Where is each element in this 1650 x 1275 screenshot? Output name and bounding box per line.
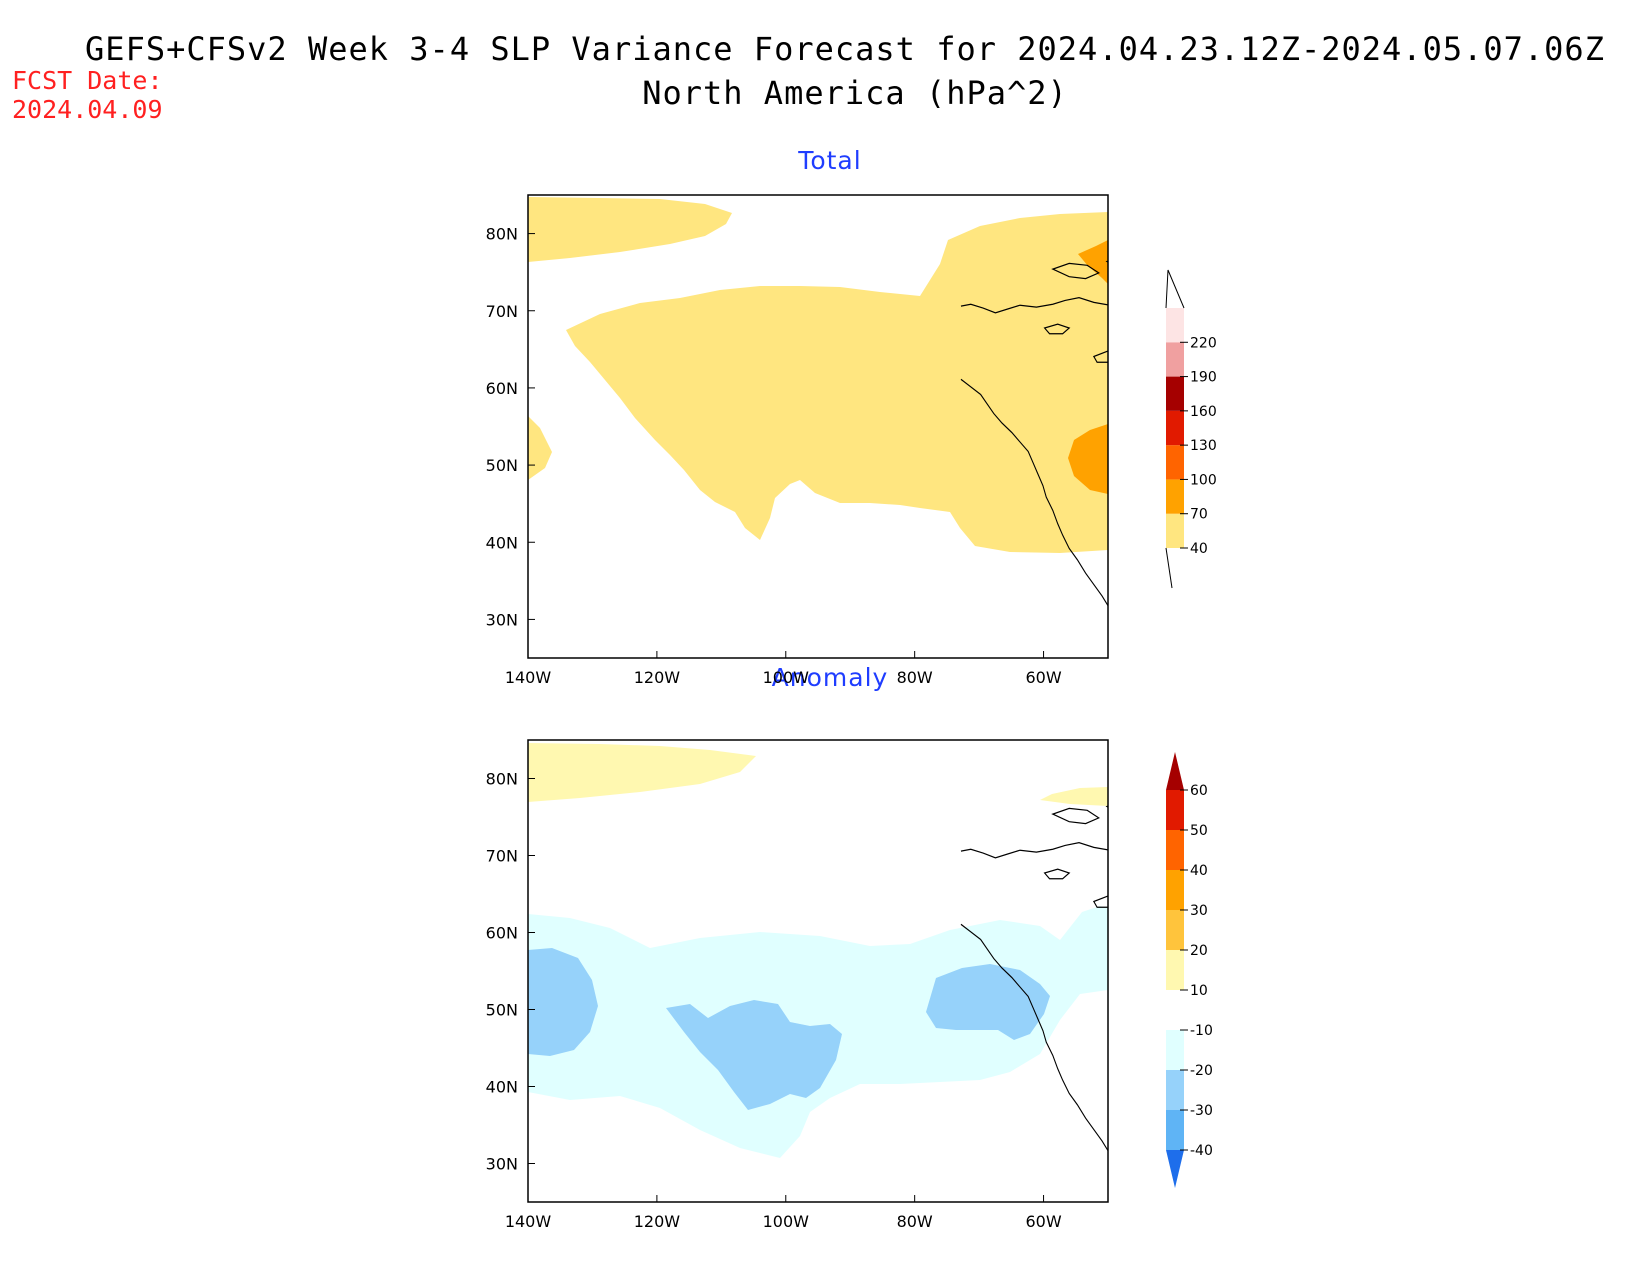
total-shade-70-atlantic bbox=[1068, 424, 1108, 494]
total-lat-tick-label: 50N bbox=[486, 456, 518, 475]
anomaly-colorbar-segment bbox=[1166, 790, 1184, 830]
anomaly-lat-tick-label: 60N bbox=[486, 924, 518, 943]
anomaly-colorbar: 60 50 40 30 20 10 -10 -20 -30 -40 bbox=[1166, 752, 1213, 1188]
total-colorbar-label: 190 bbox=[1190, 370, 1217, 386]
total-lon-tick-label: 80W bbox=[897, 668, 933, 687]
total-lon-tick-label: 100W bbox=[763, 668, 810, 687]
total-shade-40-canada bbox=[566, 212, 1108, 553]
total-lon-tick-label: 60W bbox=[1025, 668, 1061, 687]
anomaly-colorbar-label: 20 bbox=[1190, 943, 1208, 959]
total-lon-tick-label: 140W bbox=[505, 668, 552, 687]
anomaly-colorbar-segment bbox=[1166, 950, 1184, 990]
anomaly-colorbar-segment bbox=[1166, 870, 1184, 910]
total-colorbar-segment bbox=[1166, 445, 1184, 480]
panel-title-total: Total bbox=[798, 146, 862, 175]
total-colorbar-label: 70 bbox=[1190, 507, 1208, 523]
panel-title-anomaly: Anomaly bbox=[771, 663, 889, 692]
anomaly-colorbar-label: 60 bbox=[1190, 783, 1208, 799]
anomaly-plot-frame bbox=[527, 739, 1109, 1203]
total-colorbar-segment bbox=[1166, 513, 1184, 548]
anomaly-lon-tick-label: 140W bbox=[505, 1212, 552, 1231]
total-colorbar-segment bbox=[1166, 308, 1184, 343]
total-lat-tick-label: 70N bbox=[486, 302, 518, 321]
total-colorbar-top-arrow bbox=[1165, 269, 1185, 309]
total-colorbar-segment bbox=[1166, 376, 1184, 411]
anomaly-colorbar-segment bbox=[1166, 830, 1184, 870]
total-colorbar-segment bbox=[1166, 342, 1184, 377]
map-title-line2: North America (hPa^2) bbox=[642, 74, 1068, 112]
anomaly-lon-tick-label: 80W bbox=[897, 1212, 933, 1231]
anomaly-lat-tick-label: 80N bbox=[486, 770, 518, 789]
total-lat-tick-label: 60N bbox=[486, 379, 518, 398]
total-axes: 80N 70N 60N 50N 40N 30N 140W 120W 100W 80W 60W bbox=[486, 225, 1062, 687]
anomaly-shade-minus20-plains bbox=[666, 1000, 842, 1110]
map-title-line1: GEFS+CFSv2 Week 3-4 SLP Variance Forecas… bbox=[85, 30, 1605, 68]
anomaly-colorbar-segment bbox=[1166, 1110, 1184, 1150]
anomaly-shade-minus20-pacific bbox=[528, 948, 598, 1056]
total-colorbar-segment bbox=[1166, 410, 1184, 446]
total-shade-40-arctic bbox=[528, 197, 732, 262]
anomaly-lon-tick-label: 60W bbox=[1025, 1212, 1061, 1231]
total-lat-tick-label: 40N bbox=[486, 533, 518, 552]
anomaly-colorbar-label: 40 bbox=[1190, 863, 1208, 879]
anomaly-colorbar-segment bbox=[1166, 1070, 1184, 1110]
total-colorbar-label: 100 bbox=[1190, 472, 1217, 488]
anomaly-lon-tick-label: 100W bbox=[763, 1212, 810, 1231]
anomaly-colorbar-label: 30 bbox=[1190, 903, 1208, 919]
anomaly-shade-minus20-quebec bbox=[926, 964, 1050, 1040]
anomaly-colorbar-top-arrow bbox=[1166, 752, 1184, 790]
anomaly-lat-tick-label: 50N bbox=[486, 1001, 518, 1020]
anomaly-colorbar-label: -10 bbox=[1190, 1023, 1213, 1039]
anomaly-colorbar-label: -20 bbox=[1190, 1063, 1213, 1079]
anomaly-colorbar-segment bbox=[1166, 910, 1184, 950]
anomaly-colorbar-bottom-arrow bbox=[1166, 1150, 1184, 1188]
anomaly-lat-tick-label: 70N bbox=[486, 847, 518, 866]
total-colorbar-label: 220 bbox=[1190, 335, 1217, 351]
total-colorbar-bottom-arrow bbox=[1165, 547, 1173, 589]
total-colorbar-label: 160 bbox=[1190, 404, 1217, 420]
anomaly-shade-10-greenland bbox=[1040, 787, 1108, 806]
total-lat-tick-label: 80N bbox=[486, 225, 518, 244]
anomaly-panel: 80N 70N 60N 50N 40N 30N 140W 120W 100W 80W 60W 60 5… bbox=[486, 739, 1213, 1232]
anomaly-shade-10-arctic bbox=[528, 743, 756, 802]
anomaly-lon-tick-label: 120W bbox=[634, 1212, 681, 1231]
anomaly-lat-tick-label: 30N bbox=[486, 1155, 518, 1174]
anomaly-colorbar-segment bbox=[1166, 1030, 1184, 1070]
total-lat-tick-label: 30N bbox=[486, 610, 518, 629]
anomaly-colorbar-label: 10 bbox=[1190, 983, 1208, 999]
total-shade-40-pacific bbox=[528, 416, 552, 480]
total-colorbar-segment bbox=[1166, 479, 1184, 514]
anomaly-colorbar-segment bbox=[1166, 990, 1184, 1030]
total-lon-tick-label: 120W bbox=[634, 668, 681, 687]
total-colorbar: 40 70 100 130 160 190 220 bbox=[1165, 269, 1217, 589]
anomaly-colorbar-label: -30 bbox=[1190, 1103, 1213, 1119]
total-shade-70-greenland bbox=[1078, 240, 1108, 284]
total-panel: 80N 70N 60N 50N 40N 30N 140W 120W 100W 80W 60W 40 7… bbox=[486, 194, 1217, 687]
anomaly-axes: 80N 70N 60N 50N 40N 30N 140W 120W 100W 80W 60W bbox=[486, 770, 1062, 1232]
total-colorbar-label: 130 bbox=[1190, 438, 1217, 454]
total-colorbar-label: 40 bbox=[1190, 541, 1208, 557]
forecast-date-label: FCST Date: bbox=[12, 66, 163, 95]
anomaly-colorbar-label: -40 bbox=[1190, 1143, 1213, 1159]
anomaly-colorbar-label: 50 bbox=[1190, 823, 1208, 839]
anomaly-lat-tick-label: 40N bbox=[486, 1078, 518, 1097]
forecast-date-value: 2024.04.09 bbox=[12, 95, 163, 124]
total-plot-frame bbox=[527, 194, 1109, 659]
